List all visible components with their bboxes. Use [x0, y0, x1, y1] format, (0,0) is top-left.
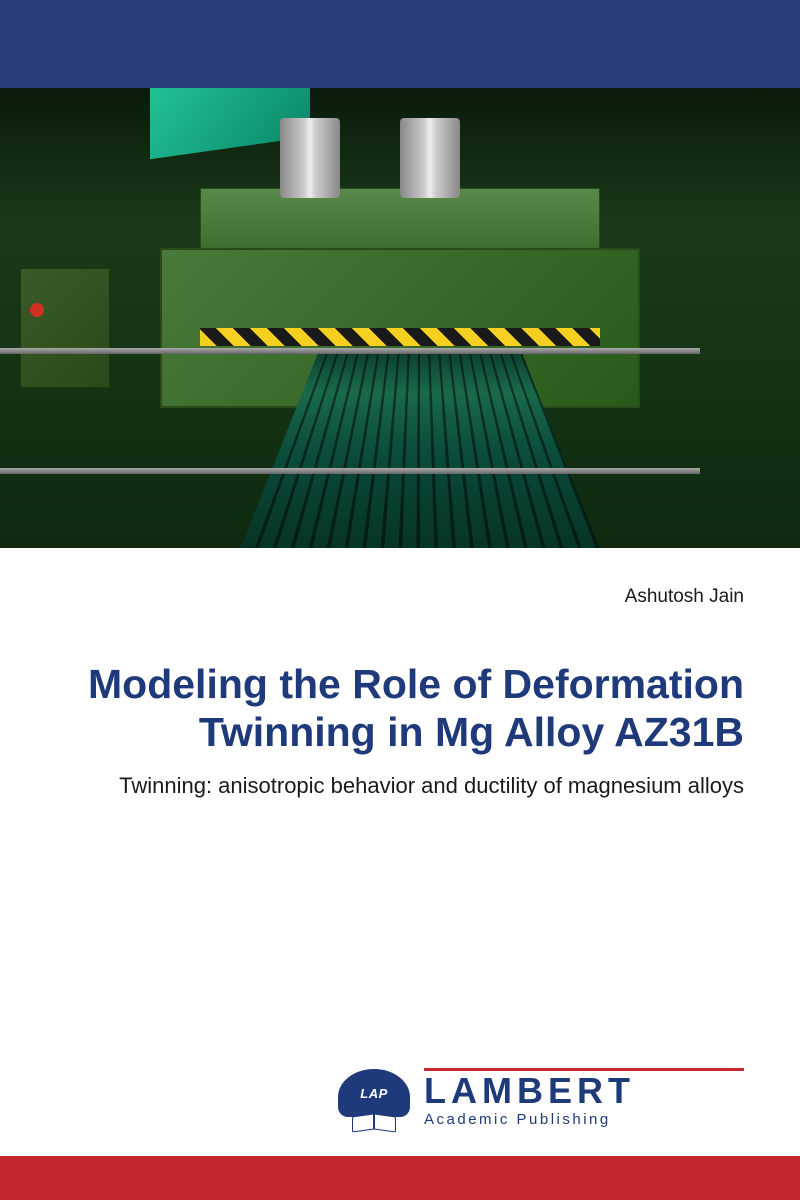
photo-control-panel — [20, 268, 110, 388]
cover-text-block: Ashutosh Jain Modeling the Role of Defor… — [0, 548, 800, 800]
photo-cylinder — [400, 118, 460, 198]
cover-photo — [0, 88, 800, 548]
open-book-icon — [352, 1115, 396, 1131]
publisher-badge-text: LAP — [338, 1069, 410, 1117]
author-name: Ashutosh Jain — [56, 586, 744, 608]
photo-rail — [0, 348, 700, 354]
photo-stop-button — [30, 303, 44, 317]
publisher-block: LAP LAMBERT Academic Publishing — [338, 1068, 744, 1128]
publisher-logo: LAP — [338, 1069, 410, 1127]
book-subtitle: Twinning: anisotropic behavior and ducti… — [56, 771, 744, 801]
photo-cylinder — [280, 118, 340, 198]
publisher-name: LAMBERT — [424, 1073, 744, 1109]
book-title: Modeling the Role of Deformation Twinnin… — [56, 660, 744, 757]
publisher-text: LAMBERT Academic Publishing — [424, 1068, 744, 1128]
top-color-band — [0, 0, 800, 88]
publisher-tagline: Academic Publishing — [424, 1111, 744, 1128]
bottom-color-band — [0, 1156, 800, 1200]
photo-hazard-stripe — [200, 328, 600, 346]
photo-rail — [0, 468, 700, 474]
photo-machine — [120, 148, 680, 468]
